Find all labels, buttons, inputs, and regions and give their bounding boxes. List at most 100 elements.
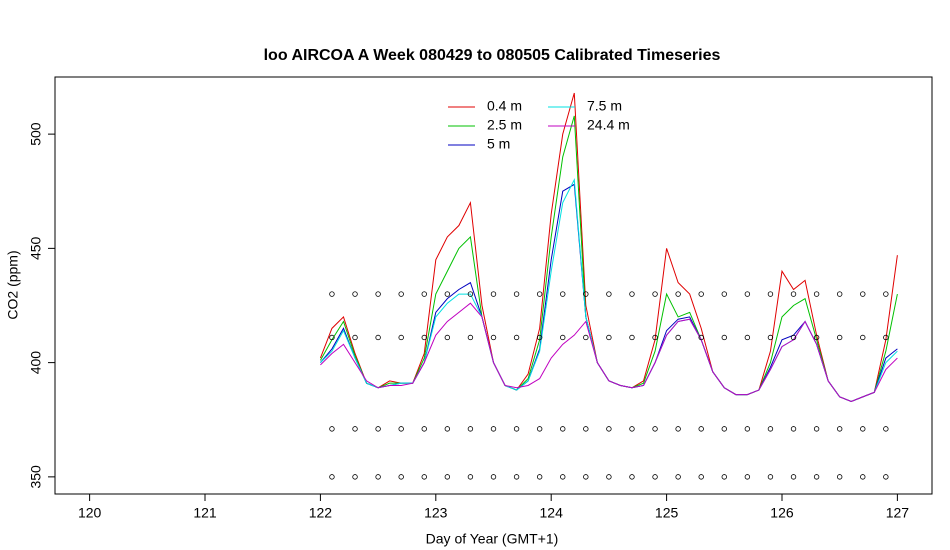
standard-point	[629, 334, 635, 341]
standard-point	[583, 334, 589, 341]
standard-point	[329, 474, 335, 480]
standard-point	[513, 426, 520, 432]
y-tick-label: 350	[28, 465, 44, 489]
standard-point	[398, 291, 404, 297]
standard-point	[721, 334, 727, 341]
series-line	[320, 183, 898, 402]
standard-point	[606, 474, 612, 480]
standard-point	[421, 474, 427, 480]
standard-point	[836, 291, 843, 297]
standard-point	[767, 426, 774, 432]
legend-label: 5 m	[487, 136, 510, 152]
standard-point	[467, 426, 474, 432]
standard-point	[490, 334, 497, 341]
standard-point	[883, 334, 889, 341]
x-axis-label: Day of Year (GMT+1)	[426, 531, 559, 547]
standard-point	[767, 474, 774, 480]
standard-point	[375, 426, 381, 432]
standard-point	[860, 291, 866, 297]
standard-point	[513, 474, 520, 480]
standard-point	[860, 334, 866, 341]
standard-point	[744, 426, 751, 432]
standard-point	[560, 474, 566, 480]
standard-point	[421, 291, 427, 297]
standard-point	[444, 426, 451, 432]
standard-point	[490, 426, 497, 432]
standard-point	[536, 291, 543, 297]
standard-point	[513, 334, 520, 341]
standard-point	[767, 291, 774, 297]
standard-point	[883, 291, 889, 297]
legend-label: 2.5 m	[487, 117, 522, 133]
standard-point	[790, 474, 797, 480]
standard-point	[467, 334, 474, 341]
x-tick-label: 123	[424, 505, 448, 521]
standard-point	[698, 291, 704, 297]
y-tick-label: 450	[28, 236, 44, 260]
standard-point	[606, 291, 612, 297]
standard-point	[329, 334, 335, 341]
series-line	[319, 92, 898, 402]
standard-point	[560, 426, 566, 432]
standard-point	[721, 474, 727, 480]
x-tick-label: 126	[770, 505, 794, 521]
standard-point	[767, 334, 774, 341]
y-axis-label: CO2 (ppm)	[5, 250, 21, 319]
plot-frame	[54, 76, 933, 495]
standard-point	[536, 474, 543, 480]
chart-title: loo AIRCOA A Week 080429 to 080505 Calib…	[264, 47, 721, 64]
standard-point	[467, 474, 474, 480]
standard-point	[675, 291, 681, 297]
standard-point	[352, 474, 358, 480]
standard-point	[860, 474, 866, 480]
standard-point	[744, 474, 751, 480]
standard-point	[352, 291, 358, 297]
standard-point	[883, 426, 889, 432]
standard-point	[721, 426, 727, 432]
standard-point	[836, 334, 843, 341]
standard-point	[444, 334, 451, 341]
standard-point	[490, 474, 497, 480]
y-tick-label: 400	[28, 351, 44, 375]
standard-point	[883, 474, 889, 480]
standard-point	[583, 291, 589, 297]
y-tick-label: 500	[28, 122, 44, 146]
standard-point	[536, 426, 543, 432]
standard-point	[675, 474, 681, 480]
standard-point	[444, 291, 451, 297]
standard-point	[560, 291, 566, 297]
standard-point	[790, 291, 797, 297]
standard-point	[536, 334, 543, 341]
legend-label: 7.5 m	[587, 98, 622, 114]
standard-point	[375, 291, 381, 297]
standard-point	[836, 426, 843, 432]
standard-point	[513, 291, 520, 297]
standard-point	[606, 426, 612, 432]
standard-point	[698, 334, 704, 341]
standard-point	[744, 291, 751, 297]
series-line	[319, 115, 898, 402]
standard-point	[375, 334, 381, 341]
standard-point	[698, 474, 704, 480]
legend-label: 24.4 m	[587, 117, 630, 133]
standard-point	[698, 426, 704, 432]
standard-point	[398, 334, 404, 341]
standard-point	[352, 334, 358, 341]
standard-point	[813, 426, 820, 432]
standard-point	[583, 474, 589, 480]
x-tick-label: 121	[193, 505, 217, 521]
standard-point	[444, 474, 451, 480]
standard-point	[836, 474, 843, 480]
standard-point	[813, 291, 820, 297]
standard-point	[629, 291, 635, 297]
standard-point	[329, 291, 335, 297]
x-tick-label: 120	[78, 505, 102, 521]
standard-point	[421, 334, 427, 341]
standard-point	[629, 474, 635, 480]
standard-point	[467, 291, 474, 297]
standard-point	[490, 291, 497, 297]
standard-point	[398, 474, 404, 480]
standard-point	[652, 334, 658, 341]
standard-point	[675, 426, 681, 432]
